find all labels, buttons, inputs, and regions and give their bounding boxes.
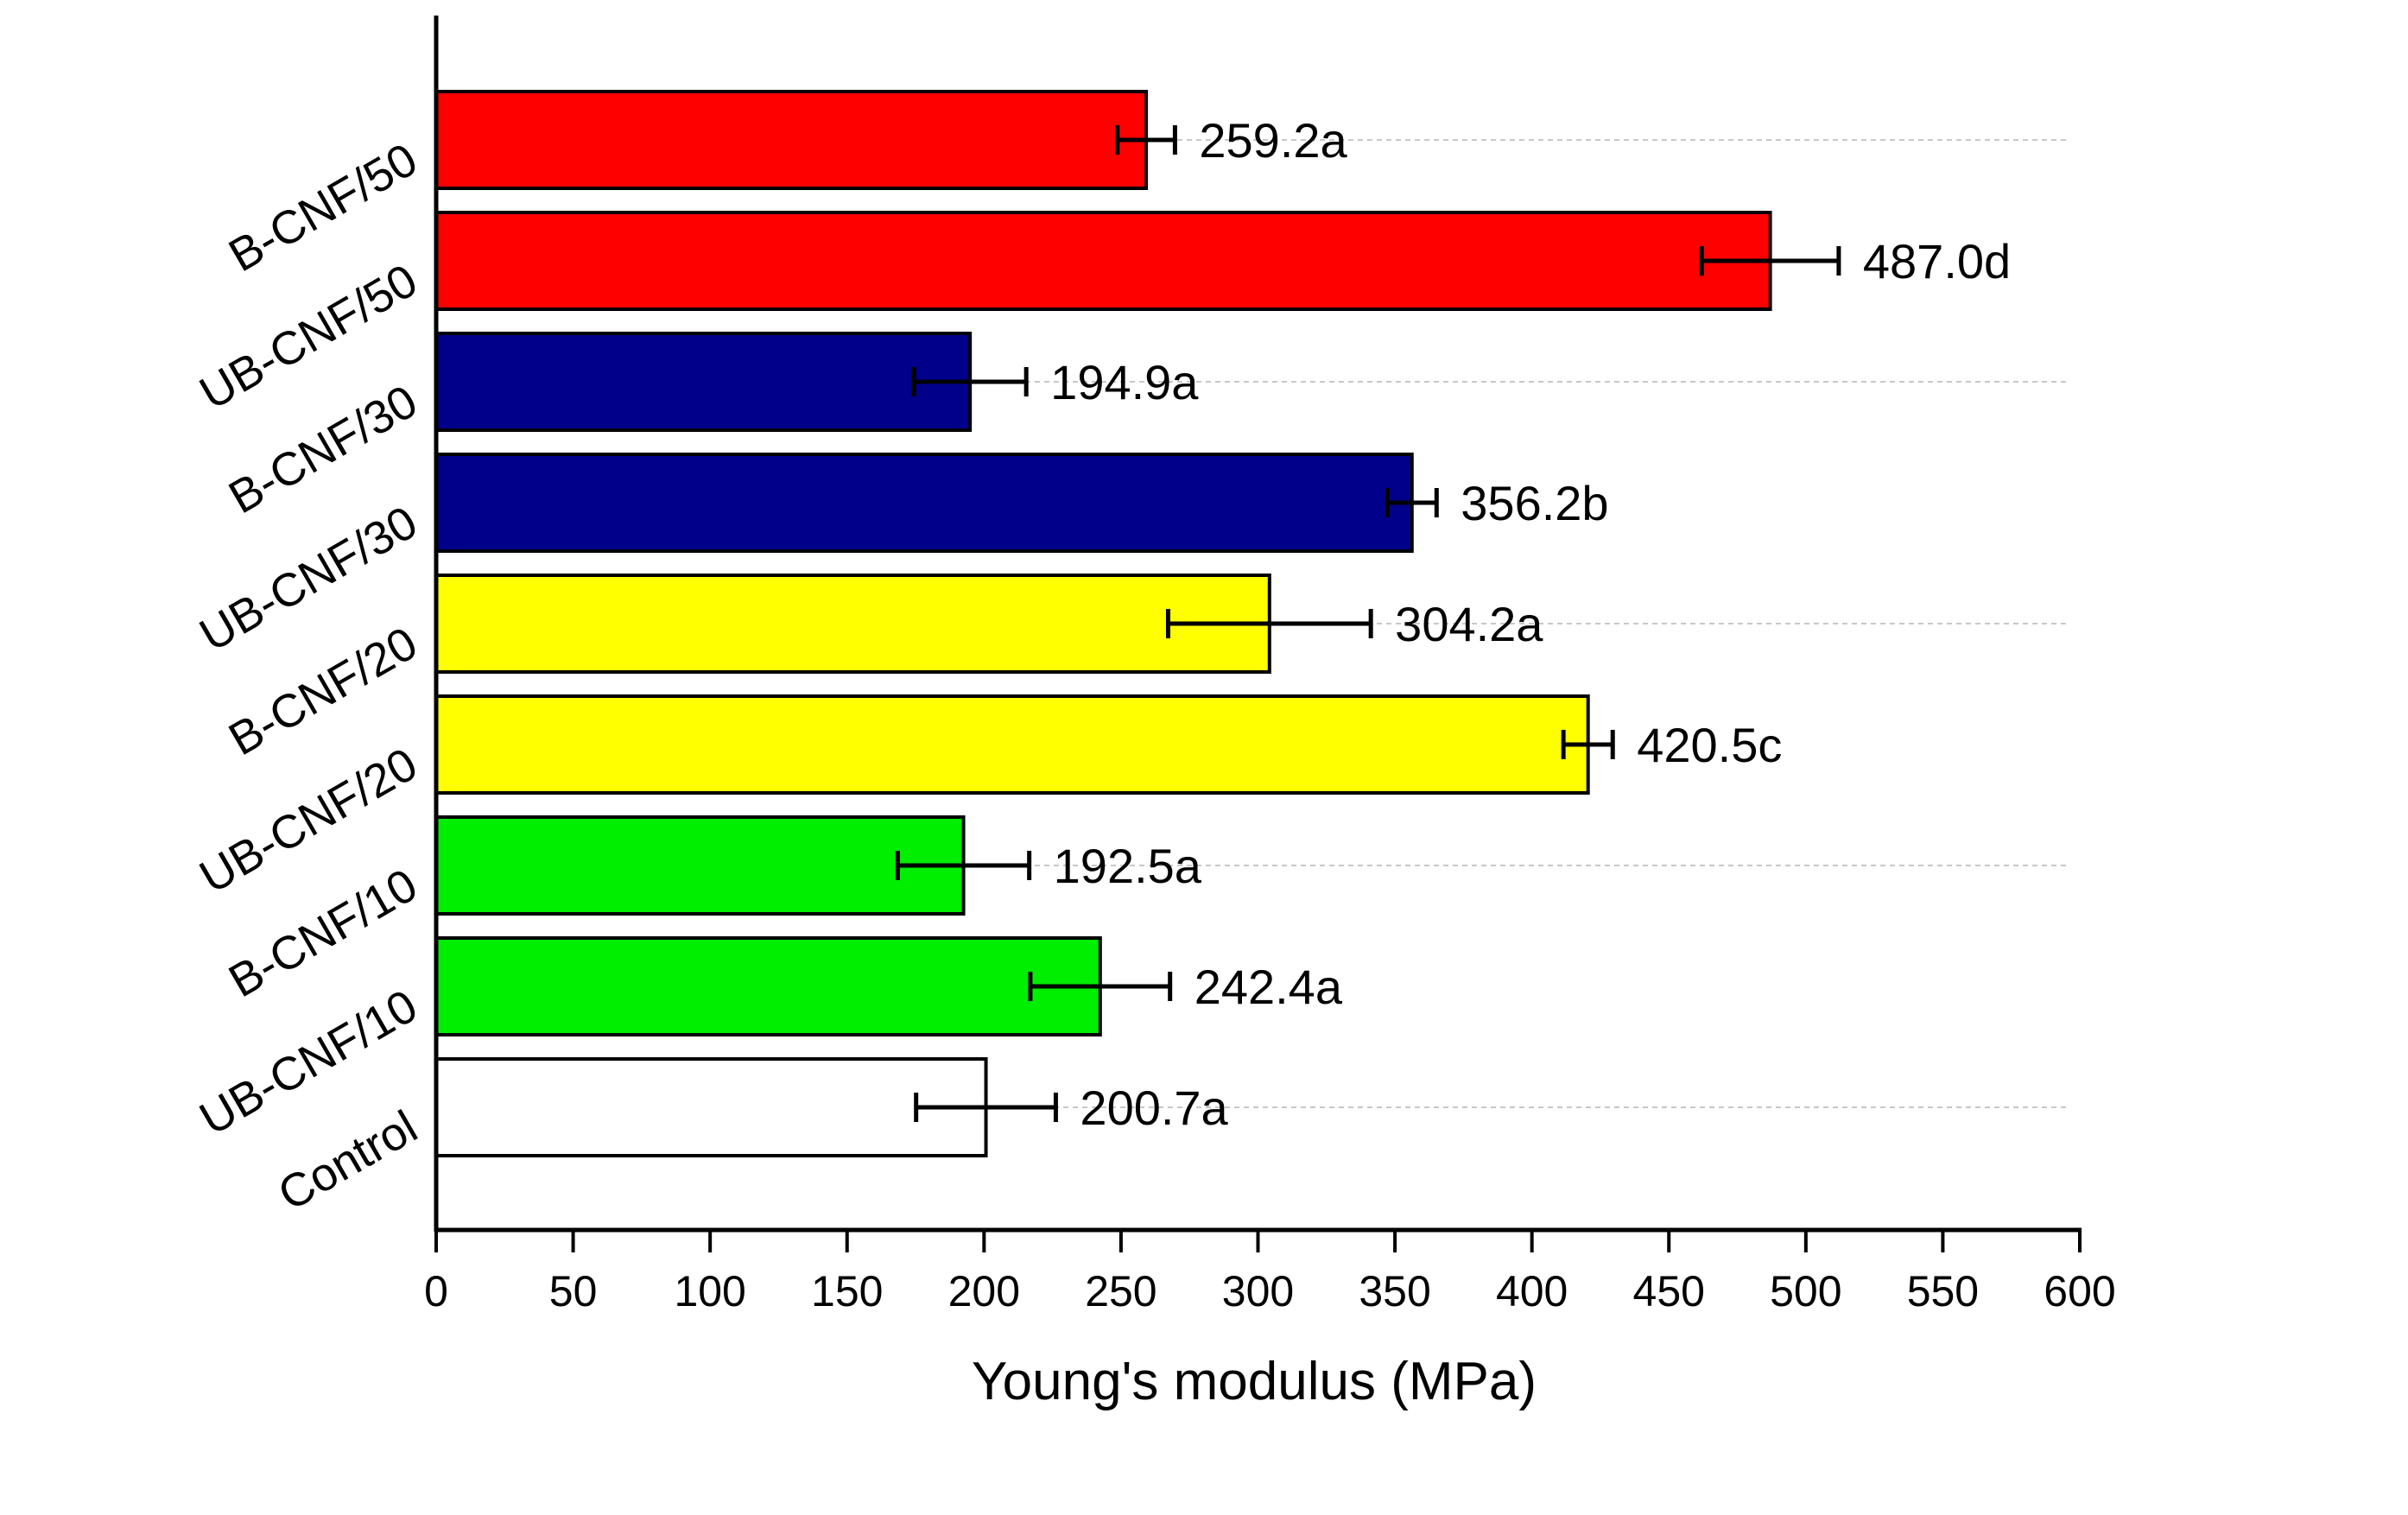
- x-tick-label: 250: [1085, 1267, 1156, 1315]
- bar-ub-cnf-30: [434, 453, 1414, 553]
- x-tick-label: 500: [1770, 1267, 1841, 1315]
- data-label: 194.9a: [1050, 355, 1199, 409]
- x-tick-label: 50: [549, 1267, 598, 1315]
- data-label: 420.5c: [1637, 718, 1782, 772]
- bar-ub-cnf-20: [434, 694, 1590, 795]
- data-label: 200.7a: [1080, 1081, 1228, 1135]
- x-tick-label: 400: [1496, 1267, 1568, 1315]
- data-label: 259.2a: [1199, 113, 1347, 168]
- x-axis-title: Young's modulus (MPa): [972, 1352, 1537, 1411]
- axis-layer: 0 50 100 150 200 250 300 350 400 450 500 550 600: [424, 16, 2116, 1315]
- data-label: 356.2b: [1461, 476, 1608, 530]
- bar-b-cnf-30: [434, 332, 973, 432]
- data-label: 487.0d: [1863, 234, 2011, 288]
- x-tick-label: 0: [424, 1267, 448, 1315]
- x-tick-label: 600: [2044, 1267, 2115, 1315]
- data-label: 242.4a: [1194, 960, 1343, 1014]
- x-tick-label: 100: [674, 1267, 745, 1315]
- grid-layer: [436, 139, 2069, 1108]
- bar-control: [434, 1057, 988, 1157]
- bar-b-cnf-10: [434, 815, 966, 916]
- bar-b-cnf-50: [434, 90, 1149, 190]
- x-tick-label: 200: [948, 1267, 1020, 1315]
- x-tick-label: 450: [1633, 1267, 1705, 1315]
- x-tick-label: 550: [1907, 1267, 1979, 1315]
- bar-ub-cnf-10: [434, 936, 1102, 1036]
- x-tick-label: 150: [811, 1267, 883, 1315]
- bar-ub-cnf-50: [434, 211, 1772, 311]
- data-label: 304.2a: [1395, 597, 1543, 651]
- x-tick-label: 350: [1359, 1267, 1430, 1315]
- bar-b-cnf-20: [434, 574, 1271, 674]
- bar-layer: [434, 90, 1772, 1157]
- data-label: 192.5a: [1054, 839, 1202, 893]
- error-bar-layer: [895, 125, 1841, 1122]
- x-tick-label: 300: [1222, 1267, 1294, 1315]
